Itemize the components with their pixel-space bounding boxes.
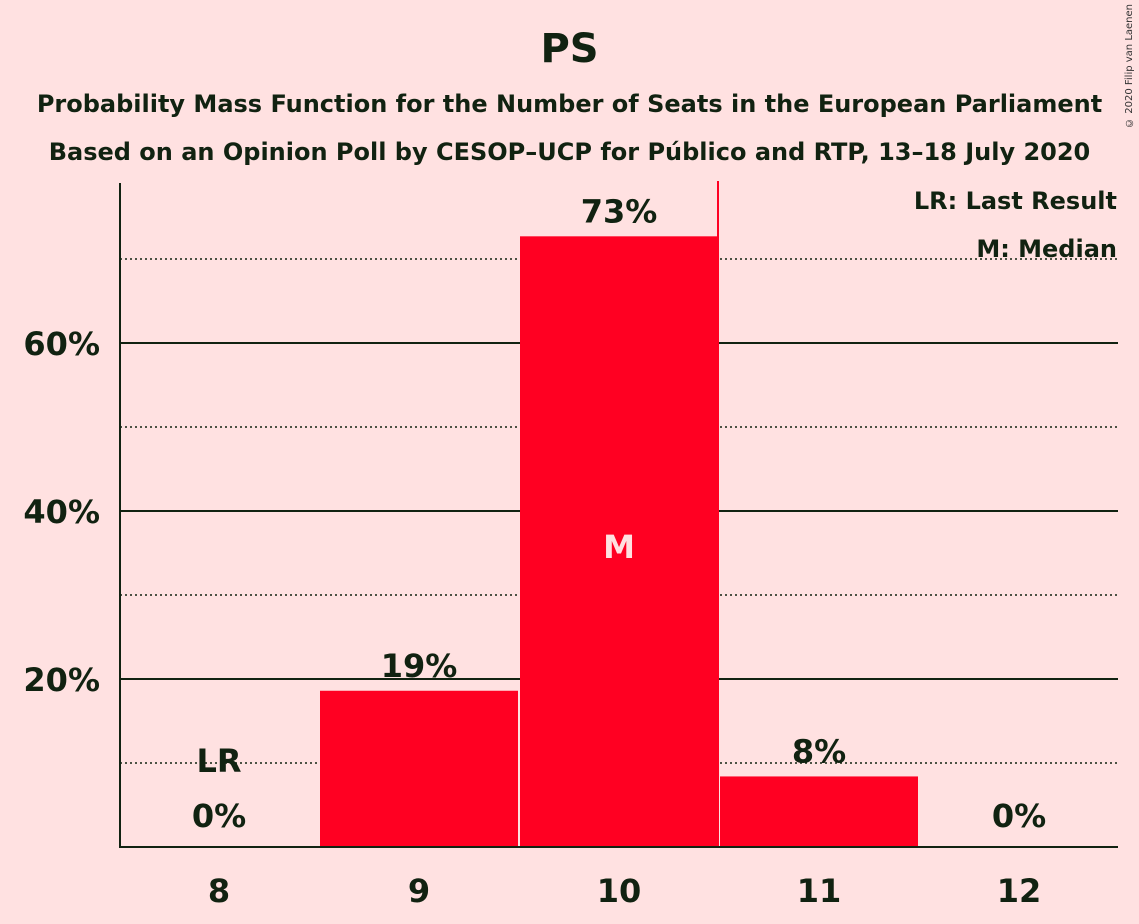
legend-entry-2: M: Median (976, 235, 1117, 263)
x-tick-label-11: 11 (797, 872, 842, 910)
last-result-marker: LR (196, 742, 241, 780)
median-marker: M (603, 528, 635, 566)
y-tick-label-60: 60% (23, 325, 100, 363)
value-label-10: 73% (581, 192, 658, 230)
bar-9 (320, 690, 518, 847)
chart-title: PS (540, 26, 599, 72)
x-tick-label-8: 8 (208, 872, 230, 910)
chart-subtitle-line-1: Probability Mass Function for the Number… (36, 90, 1103, 118)
value-label-8: 0% (192, 797, 246, 835)
bar-10 (520, 236, 718, 847)
value-label-9: 19% (381, 647, 458, 685)
chart-subtitle-line-2: Based on an Opinion Poll by CESOP–UCP fo… (48, 138, 1091, 166)
value-label-11: 8% (792, 732, 846, 770)
y-tick-label-20: 20% (23, 661, 100, 699)
y-tick-label-40: 40% (23, 493, 100, 531)
x-tick-label-12: 12 (997, 872, 1042, 910)
bar-11 (720, 776, 918, 847)
legend-entry-1: LR: Last Result (914, 187, 1117, 215)
value-label-12: 0% (992, 797, 1046, 835)
x-tick-label-9: 9 (408, 872, 430, 910)
x-tick-label-10: 10 (597, 872, 642, 910)
